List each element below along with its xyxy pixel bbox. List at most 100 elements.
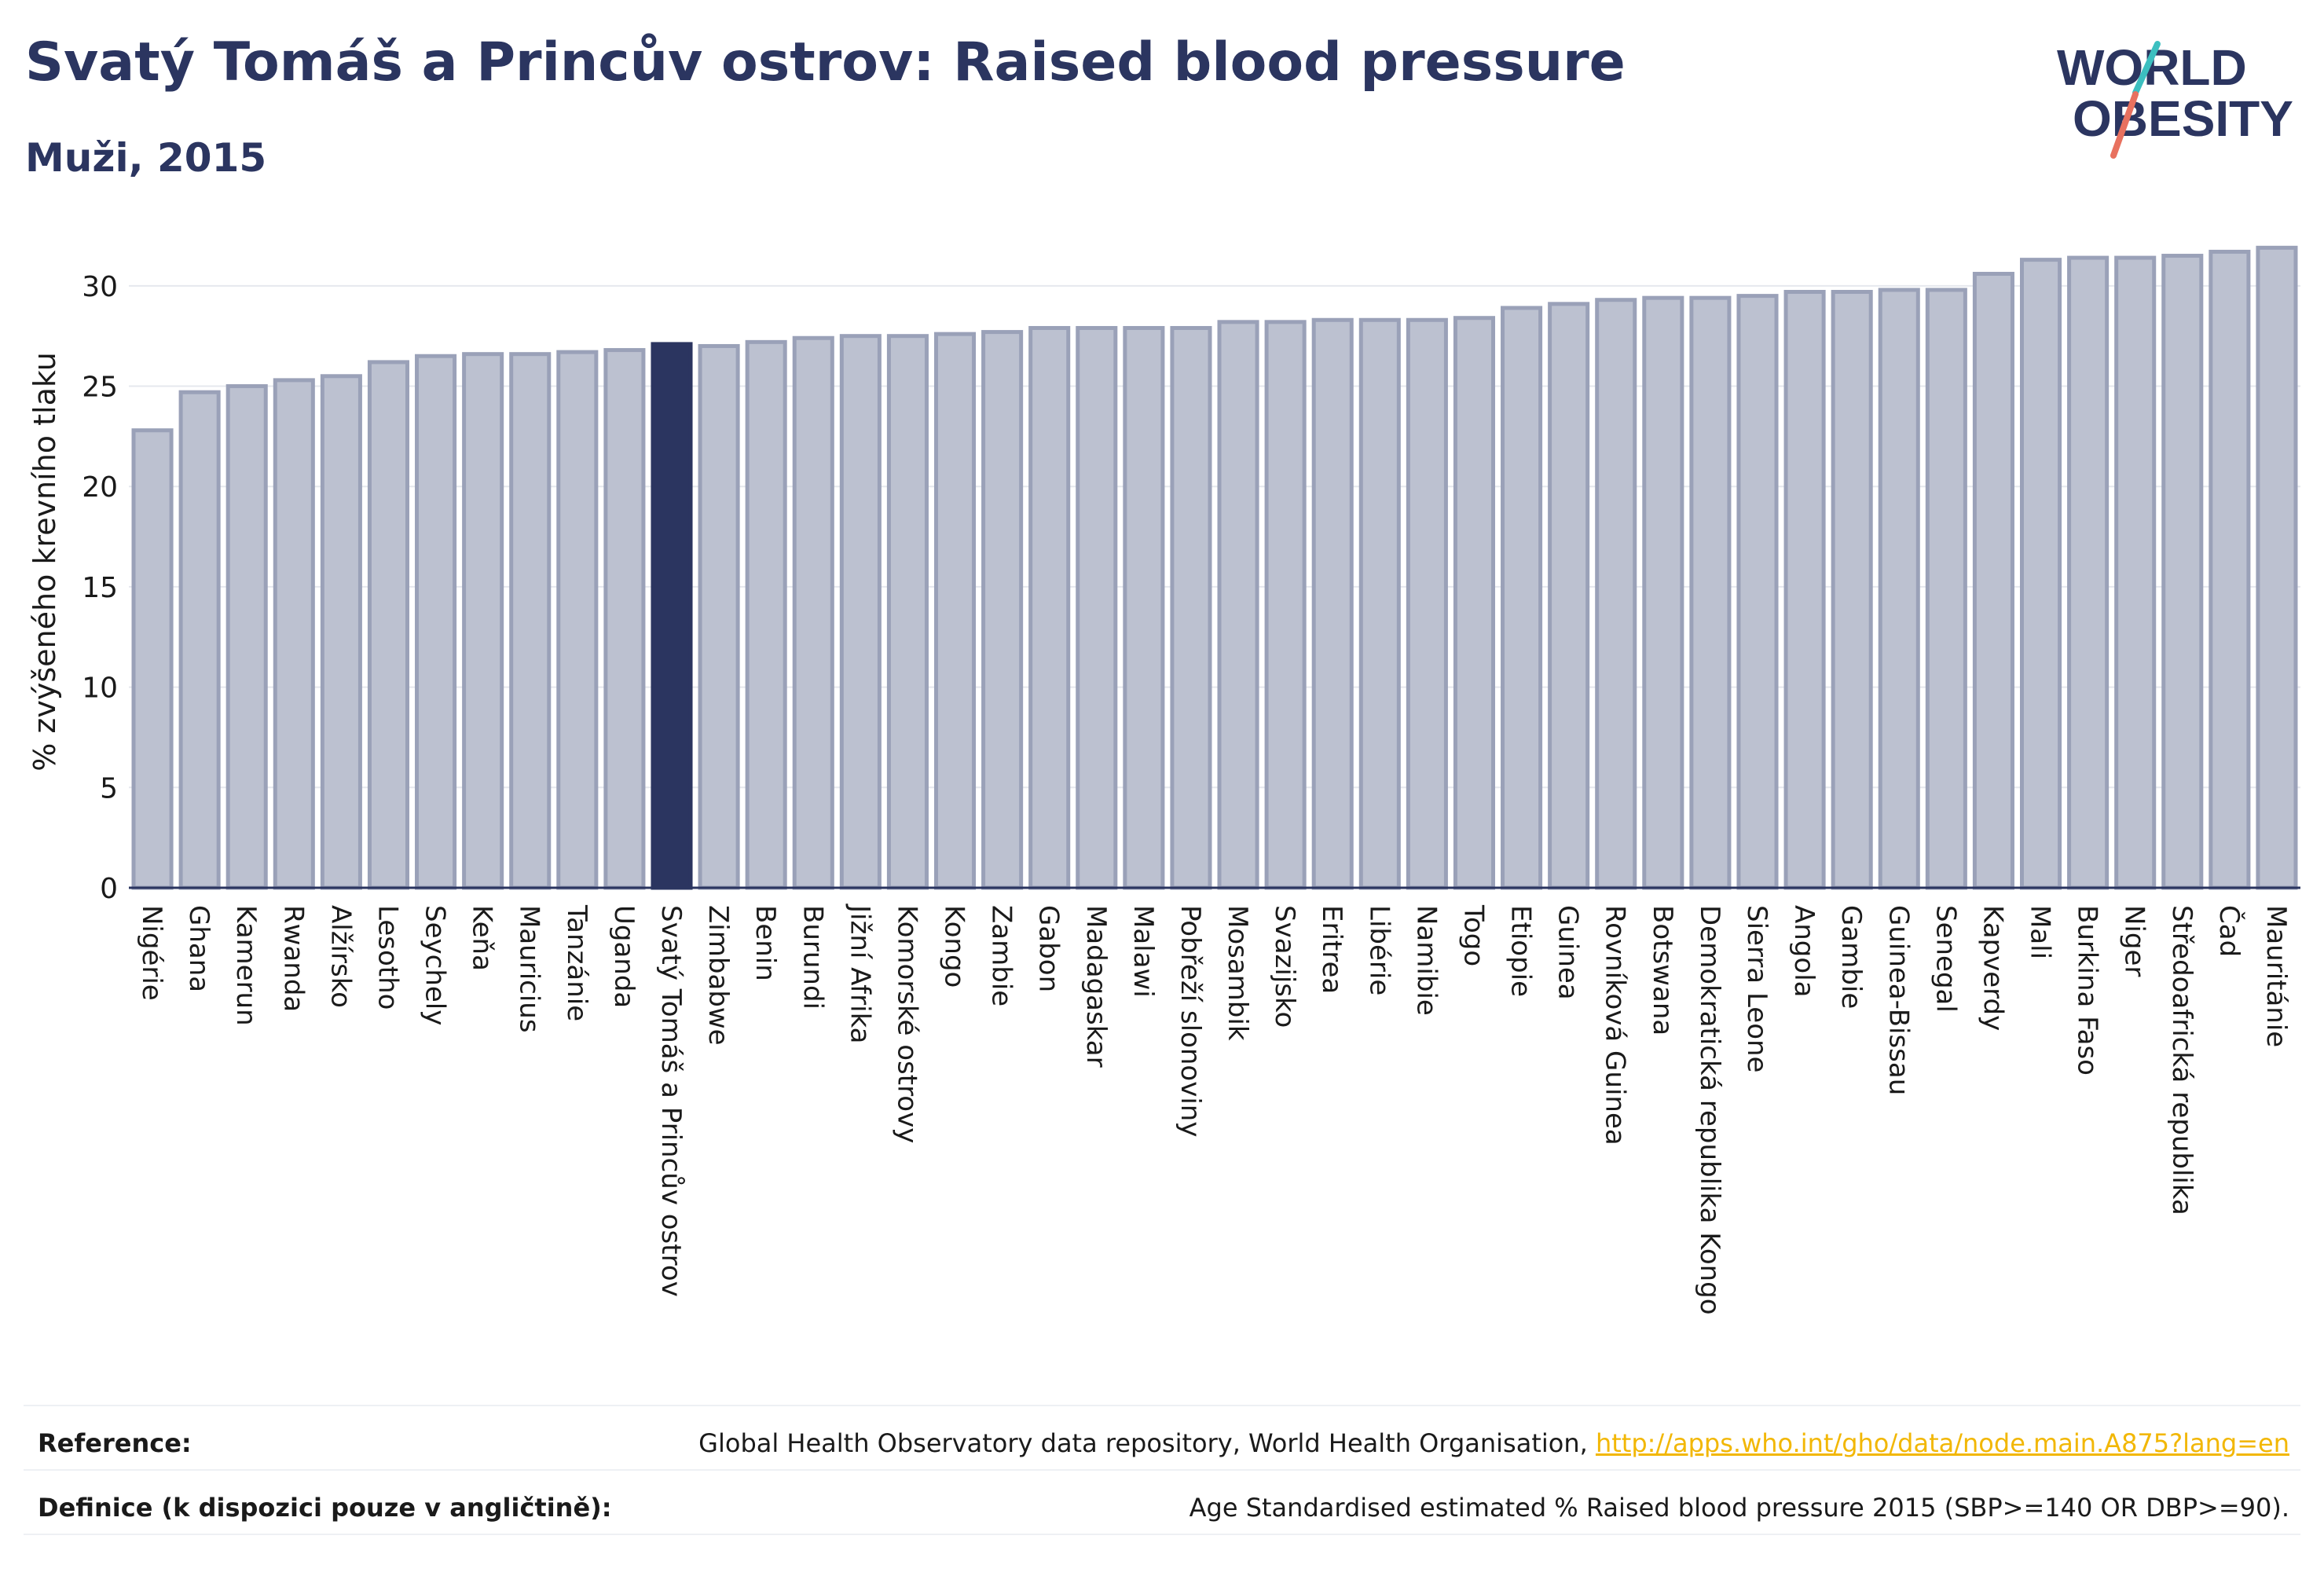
bar bbox=[1501, 306, 1543, 890]
x-tick-label: Burundi bbox=[797, 905, 828, 1010]
bar bbox=[320, 374, 362, 890]
bar bbox=[509, 352, 552, 890]
y-axis-title: % zvýšeného krevního tlaku bbox=[27, 352, 62, 772]
bar bbox=[1925, 288, 1967, 890]
x-tick-label: Uganda bbox=[608, 905, 640, 1008]
x-tick-label: Botswana bbox=[1647, 905, 1678, 1035]
x-tick-label: Etiopie bbox=[1505, 905, 1537, 997]
bar bbox=[225, 384, 268, 890]
x-tick-label: Kamerun bbox=[230, 905, 262, 1026]
x-tick-label: Svazijsko bbox=[1269, 905, 1300, 1028]
bar bbox=[2114, 255, 2157, 890]
y-tick-label: 30 bbox=[82, 271, 118, 303]
x-tick-label: Benin bbox=[750, 905, 781, 981]
x-tick-label: Togo bbox=[1457, 904, 1489, 966]
y-axis-ticks: 0 5 10 15 20 25 30 bbox=[82, 271, 118, 905]
bar bbox=[1595, 298, 1637, 890]
reference-link[interactable]: http://apps.who.int/gho/data/node.main.A… bbox=[1595, 1428, 2289, 1458]
footer-divider-3 bbox=[24, 1534, 2300, 1535]
y-tick-label: 10 bbox=[82, 673, 118, 705]
bar bbox=[1170, 325, 1212, 890]
bar bbox=[1076, 325, 1118, 890]
bar bbox=[2161, 254, 2204, 890]
x-tick-label: Komorské ostrovy bbox=[891, 905, 922, 1143]
bar bbox=[1783, 290, 1826, 890]
x-axis-labels: Nigérie Ghana Kamerun Rwanda Alžírsko Lesotho… bbox=[136, 903, 2292, 1315]
chart-title: Svatý Tomáš a Princův ostrov: Raised blo… bbox=[25, 31, 1626, 93]
logo-text-obesity: OBESITY bbox=[2073, 90, 2293, 147]
bar bbox=[1642, 295, 1684, 890]
x-tick-label: Senegal bbox=[1930, 905, 1961, 1013]
x-tick-label: Nigérie bbox=[136, 905, 167, 1001]
bar bbox=[1311, 317, 1354, 890]
bar bbox=[415, 354, 457, 890]
bar bbox=[2256, 245, 2298, 890]
bar bbox=[981, 330, 1024, 890]
bar bbox=[2209, 249, 2251, 890]
bar bbox=[273, 378, 315, 890]
bar-highlighted bbox=[651, 342, 693, 890]
logo-slash-coral bbox=[2110, 91, 2139, 159]
definition-text: Age Standardised estimated % Raised bloo… bbox=[1189, 1493, 2289, 1523]
bar bbox=[1358, 317, 1401, 890]
bar bbox=[1217, 320, 1259, 890]
y-tick-label: 15 bbox=[82, 572, 118, 604]
bar bbox=[1972, 272, 2014, 890]
bar-chart: 0 5 10 15 20 25 30 Nigérie Ghana Kamerun Rwanda Al… bbox=[27, 245, 2300, 1315]
x-tick-label: Jižní Afrika bbox=[844, 903, 875, 1044]
bar bbox=[792, 335, 834, 890]
bar bbox=[886, 334, 929, 890]
bar bbox=[1028, 325, 1071, 890]
bar bbox=[1878, 288, 1920, 890]
chart-subtitle: Muži, 2015 bbox=[25, 135, 267, 181]
y-tick-label: 5 bbox=[100, 772, 118, 804]
x-tick-label: Středoafrická republika bbox=[2166, 905, 2198, 1215]
x-tick-label: Seychely bbox=[420, 905, 451, 1025]
x-tick-label: Rovníková Guinea bbox=[1600, 905, 1631, 1145]
bar bbox=[1689, 295, 1732, 890]
y-tick-label: 0 bbox=[100, 873, 118, 905]
reference-source: Global Health Observatory data repositor… bbox=[698, 1428, 1596, 1458]
x-tick-label: Malawi bbox=[1127, 905, 1159, 998]
x-tick-label: Zimbabwe bbox=[702, 905, 734, 1046]
x-tick-label: Keňa bbox=[467, 905, 498, 971]
logo-slash-teal bbox=[2132, 41, 2161, 96]
x-tick-label: Guinea bbox=[1552, 905, 1584, 1000]
x-tick-label: Alžírsko bbox=[324, 905, 356, 1008]
bar bbox=[1453, 316, 1496, 890]
bar bbox=[1123, 325, 1165, 890]
x-tick-label: Gabon bbox=[1033, 905, 1065, 992]
x-tick-label: Angola bbox=[1788, 905, 1820, 997]
x-tick-label: Pobřeží slonoviny bbox=[1175, 905, 1206, 1137]
x-tick-label: Niger bbox=[2119, 905, 2150, 977]
bar bbox=[462, 352, 504, 890]
x-tick-label: Mauritánie bbox=[2260, 905, 2292, 1047]
x-tick-label: Libérie bbox=[1363, 905, 1395, 995]
footer-divider bbox=[24, 1405, 2300, 1406]
x-tick-label: Burkina Faso bbox=[2072, 905, 2103, 1076]
bar bbox=[1548, 302, 1590, 890]
definition-label: Definice (k dispozici pouze v angličtině… bbox=[38, 1493, 612, 1523]
bar bbox=[1406, 317, 1448, 890]
bar bbox=[131, 428, 174, 890]
bar bbox=[698, 343, 740, 890]
x-tick-label: Mosambik bbox=[1222, 905, 1253, 1041]
bar bbox=[1264, 320, 1307, 890]
x-tick-label: Sierra Leone bbox=[1741, 905, 1772, 1072]
bar bbox=[1831, 290, 1873, 890]
x-tick-label: Ghana bbox=[183, 905, 214, 992]
x-tick-label: Gambie bbox=[1835, 905, 1867, 1009]
reference-label: Reference: bbox=[38, 1428, 192, 1458]
x-tick-label: Čad bbox=[2213, 905, 2245, 957]
bar bbox=[839, 334, 882, 890]
bar bbox=[1736, 294, 1779, 890]
x-tick-label: Namibie bbox=[1410, 905, 1442, 1016]
x-tick-label: Demokratická republika Kongo bbox=[1694, 905, 1725, 1315]
x-tick-label: Kongo bbox=[939, 905, 970, 988]
bars bbox=[131, 245, 2298, 890]
footer-divider-2 bbox=[24, 1469, 2300, 1471]
bar bbox=[603, 348, 646, 890]
bar bbox=[367, 360, 410, 890]
bar bbox=[556, 350, 599, 890]
x-tick-label: Tanzánie bbox=[561, 904, 592, 1021]
